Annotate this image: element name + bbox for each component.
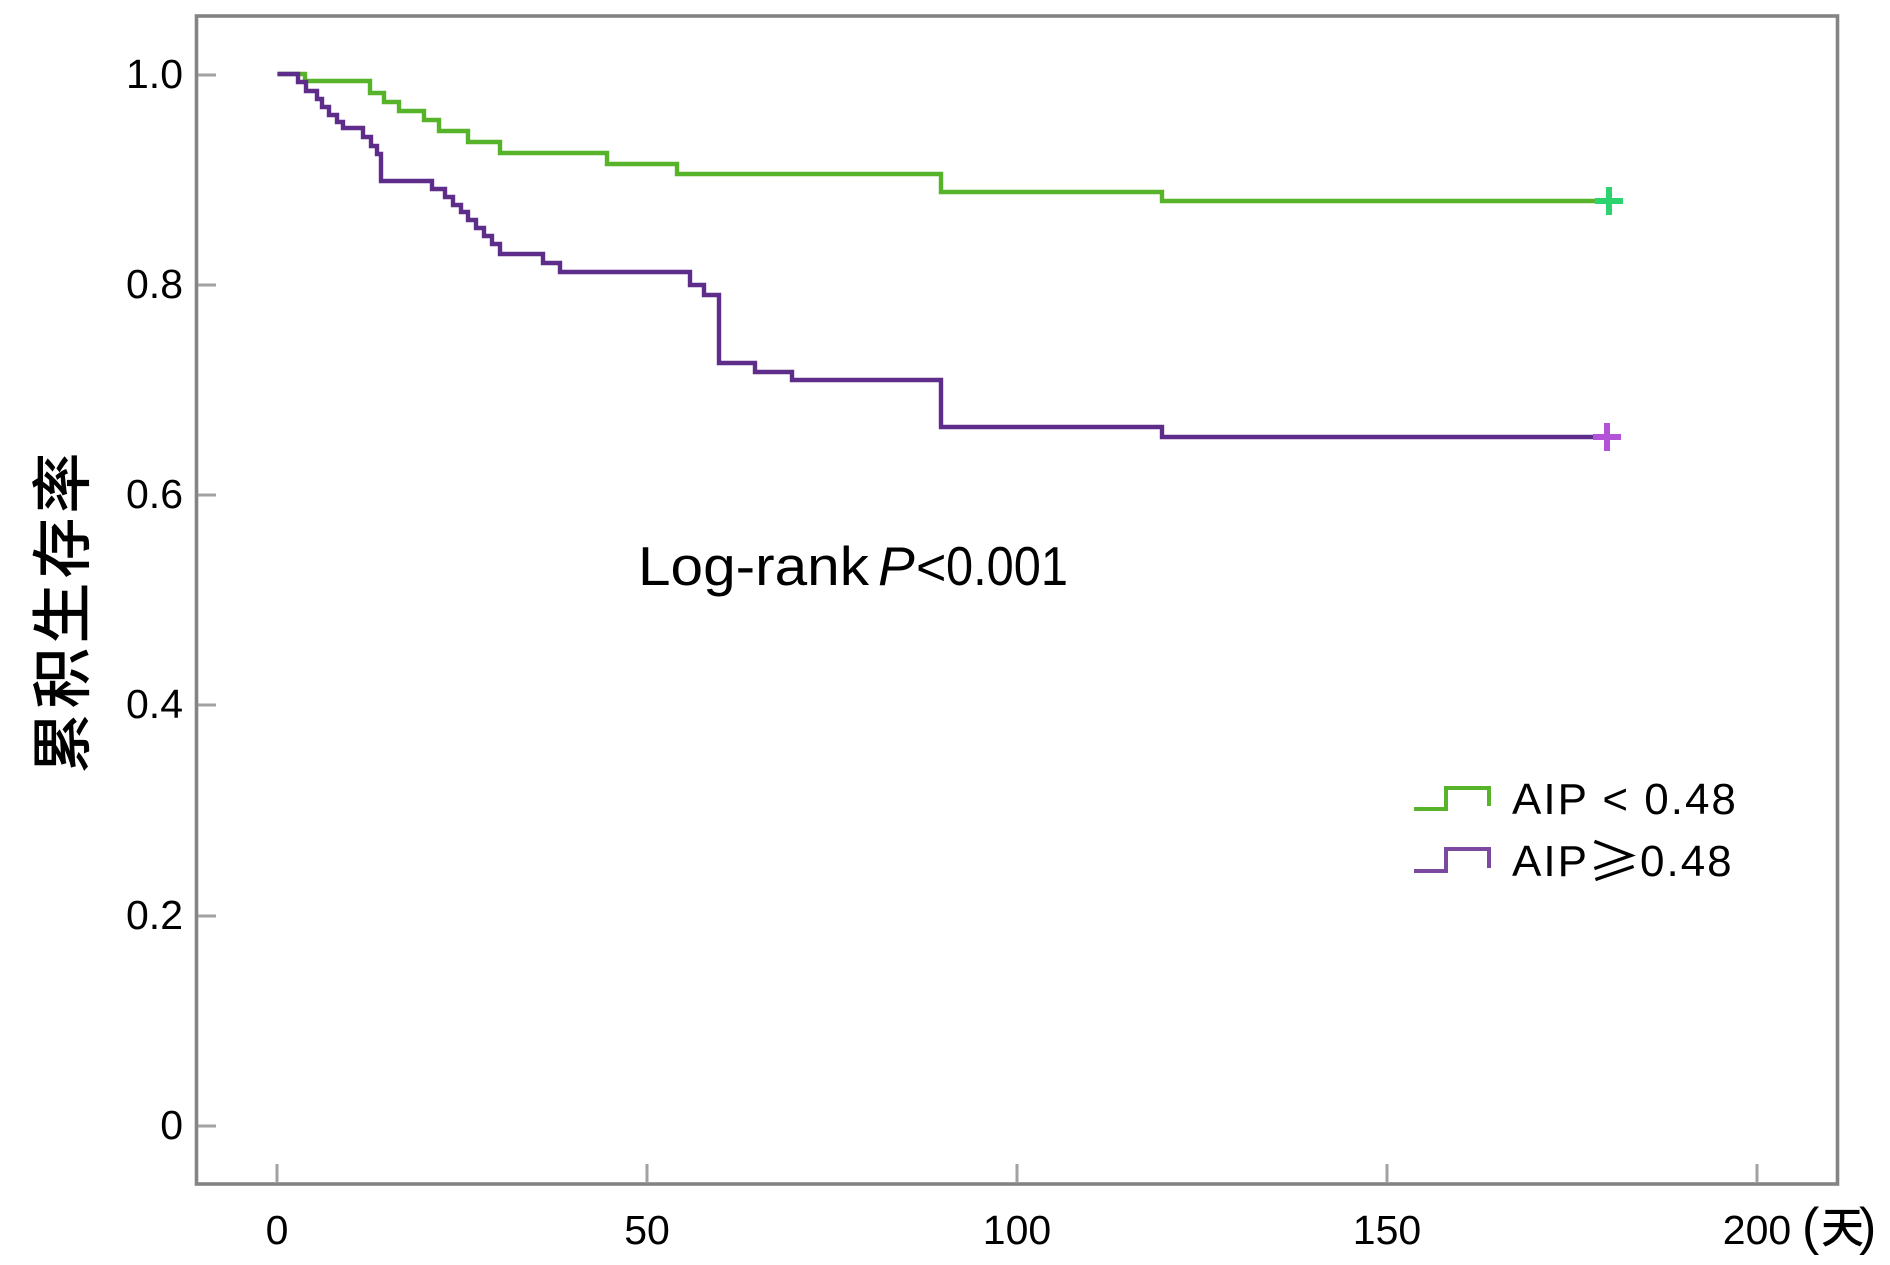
svg-text:(: ( [1802, 1198, 1820, 1256]
svg-text:<: < [916, 539, 946, 597]
svg-text:AIP: AIP [1512, 837, 1589, 886]
svg-text:0.8: 0.8 [126, 261, 183, 307]
svg-text:200: 200 [1723, 1207, 1791, 1253]
svg-text:0: 0 [266, 1207, 289, 1253]
svg-text:P: P [878, 535, 915, 597]
svg-text:AIP < 0.48: AIP < 0.48 [1512, 775, 1738, 824]
svg-text:150: 150 [1353, 1207, 1421, 1253]
svg-text:100: 100 [983, 1207, 1051, 1253]
svg-text:): ) [1859, 1198, 1876, 1256]
svg-text:Log-rank: Log-rank [638, 535, 870, 597]
svg-text:0.2: 0.2 [126, 892, 183, 938]
svg-text:0.4: 0.4 [126, 681, 183, 727]
svg-text:50: 50 [624, 1207, 670, 1253]
svg-text:0: 0 [160, 1102, 183, 1148]
svg-text:0.001: 0.001 [946, 535, 1068, 597]
svg-text:0.48: 0.48 [1640, 837, 1734, 886]
svg-text:1.0: 1.0 [126, 51, 183, 97]
svg-text:0.6: 0.6 [126, 471, 183, 517]
